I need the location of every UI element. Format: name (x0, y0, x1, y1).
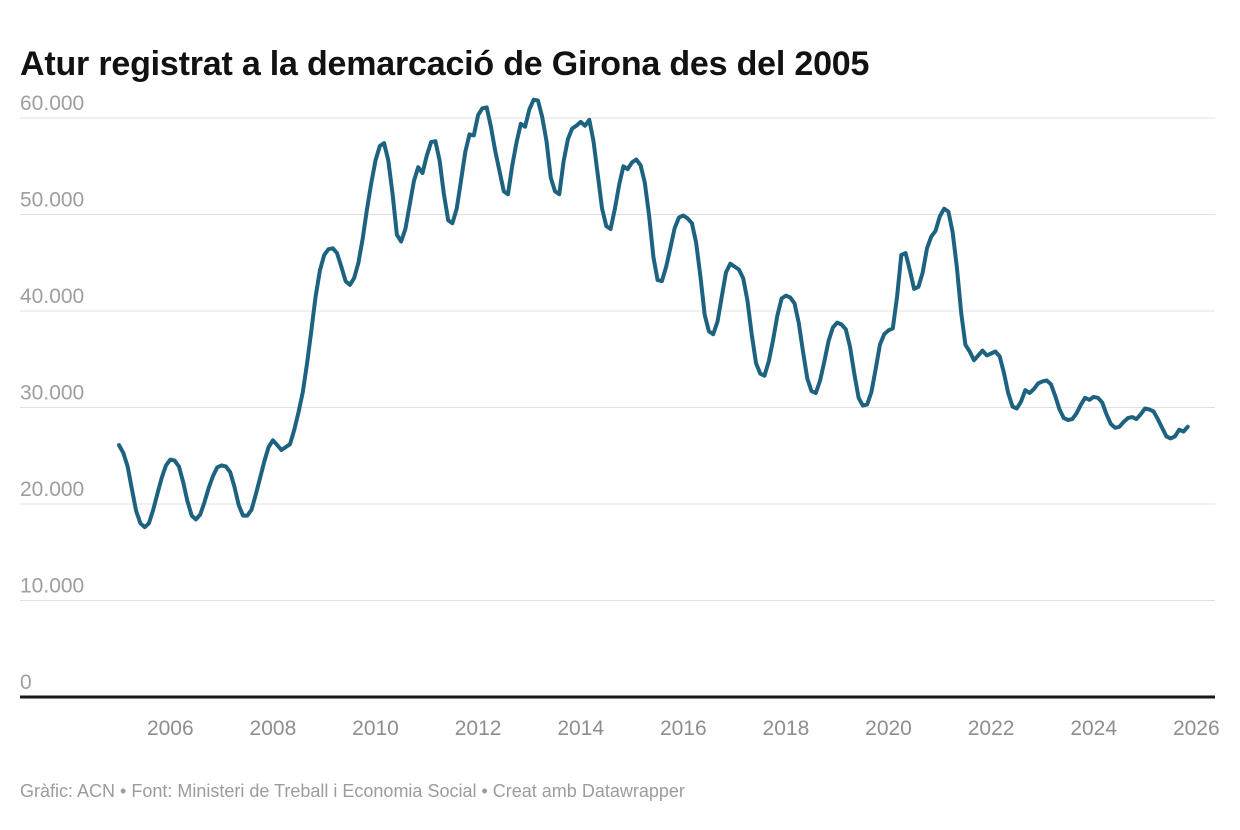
y-tick-label-40000: 40.000 (20, 285, 84, 308)
unemployment-line[interactable] (117, 97, 1190, 530)
x-tick-label-2008: 2008 (250, 717, 297, 740)
x-tick-label-2024: 2024 (1070, 717, 1117, 740)
x-tick-label-2014: 2014 (557, 717, 604, 740)
credit-text: Gràfic: ACN • Font: Ministeri de Treball… (20, 781, 477, 801)
x-tick-label-2010: 2010 (352, 717, 399, 740)
y-tick-label-10000: 10.000 (20, 575, 84, 598)
y-tick-label-20000: 20.000 (20, 478, 84, 501)
datawrapper-attribution-link[interactable]: Creat amb Datawrapper (492, 781, 685, 801)
y-tick-label-50000: 50.000 (20, 189, 84, 212)
x-tick-label-2016: 2016 (660, 717, 707, 740)
chart-title: Atur registrat a la demarcació de Girona… (20, 44, 870, 83)
x-tick-label-2018: 2018 (763, 717, 810, 740)
y-tick-label-60000: 60.000 (20, 92, 84, 115)
x-tick-label-2020: 2020 (865, 717, 912, 740)
footer-separator: • (476, 781, 493, 801)
chart-footer: Gràfic: ACN • Font: Ministeri de Treball… (20, 781, 685, 803)
x-tick-label-2022: 2022 (968, 717, 1015, 740)
x-tick-label-2026: 2026 (1173, 717, 1220, 740)
y-tick-label-0: 0 (20, 671, 32, 694)
x-tick-label-2012: 2012 (455, 717, 502, 740)
y-tick-label-30000: 30.000 (20, 382, 84, 405)
x-tick-label-2006: 2006 (147, 717, 194, 740)
